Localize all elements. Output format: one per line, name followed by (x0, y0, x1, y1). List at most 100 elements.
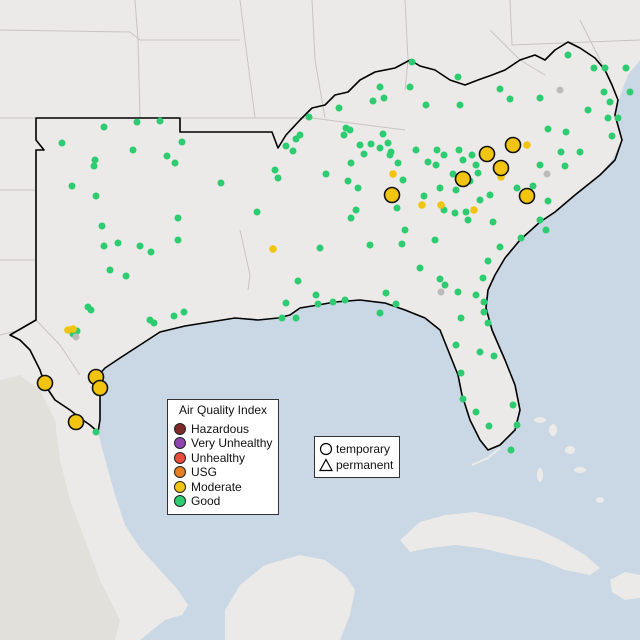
station-good[interactable] (401, 226, 409, 234)
station-good[interactable] (133, 118, 141, 126)
station-moderate-temporary[interactable] (36, 374, 54, 392)
station-good[interactable] (180, 308, 188, 316)
station-good[interactable] (147, 248, 155, 256)
station-good[interactable] (486, 191, 494, 199)
station-good[interactable] (274, 174, 282, 182)
station-good[interactable] (529, 182, 537, 190)
station-good[interactable] (476, 348, 484, 356)
station-good[interactable] (360, 150, 368, 158)
station-good[interactable] (341, 296, 349, 304)
station-good[interactable] (312, 291, 320, 299)
station-good[interactable] (399, 176, 407, 184)
station-moderate-temporary[interactable] (492, 159, 510, 177)
station-good[interactable] (420, 192, 428, 200)
station-good[interactable] (335, 104, 343, 112)
station-good[interactable] (536, 161, 544, 169)
station-good[interactable] (376, 83, 384, 91)
station-good[interactable] (122, 272, 130, 280)
station-good[interactable] (282, 299, 290, 307)
station-good[interactable] (217, 179, 225, 187)
station-moderate-temporary[interactable] (67, 413, 85, 431)
station-good[interactable] (452, 341, 460, 349)
station-good[interactable] (440, 151, 448, 159)
station-good[interactable] (416, 264, 424, 272)
station-good[interactable] (178, 138, 186, 146)
station-unknown[interactable] (72, 333, 80, 341)
station-good[interactable] (506, 95, 514, 103)
station-good[interactable] (174, 214, 182, 222)
station-good[interactable] (114, 239, 122, 247)
station-good[interactable] (146, 316, 154, 324)
station-good[interactable] (542, 226, 550, 234)
station-good[interactable] (156, 117, 164, 125)
station-moderate[interactable] (470, 206, 478, 214)
station-good[interactable] (608, 132, 616, 140)
station-moderate-temporary[interactable] (478, 145, 496, 163)
station-good[interactable] (606, 98, 614, 106)
station-good[interactable] (171, 159, 179, 167)
station-good[interactable] (163, 152, 171, 160)
station-good[interactable] (106, 266, 114, 274)
station-good[interactable] (342, 124, 350, 132)
station-good[interactable] (369, 97, 377, 105)
station-good[interactable] (376, 144, 384, 152)
station-good[interactable] (604, 114, 612, 122)
station-good[interactable] (329, 298, 337, 306)
station-good[interactable] (544, 197, 552, 205)
station-good[interactable] (90, 162, 98, 170)
station-good[interactable] (451, 209, 459, 217)
station-good[interactable] (367, 140, 375, 148)
station-good[interactable] (561, 162, 569, 170)
station-good[interactable] (340, 131, 348, 139)
station-good[interactable] (394, 159, 402, 167)
station-good[interactable] (347, 214, 355, 222)
station-good[interactable] (484, 257, 492, 265)
station-good[interactable] (384, 139, 392, 147)
station-good[interactable] (354, 184, 362, 192)
station-moderate-temporary[interactable] (383, 186, 401, 204)
station-good[interactable] (622, 64, 630, 72)
station-unknown[interactable] (543, 170, 551, 178)
station-good[interactable] (459, 395, 467, 403)
station-good[interactable] (289, 147, 297, 155)
station-good[interactable] (436, 275, 444, 283)
station-good[interactable] (474, 169, 482, 177)
station-moderate-temporary[interactable] (454, 170, 472, 188)
station-good[interactable] (92, 428, 100, 436)
station-good[interactable] (356, 141, 364, 149)
station-good[interactable] (455, 146, 463, 154)
station-good[interactable] (485, 422, 493, 430)
station-good[interactable] (509, 401, 517, 409)
station-good[interactable] (294, 277, 302, 285)
station-good[interactable] (68, 182, 76, 190)
station-moderate[interactable] (437, 201, 445, 209)
station-good[interactable] (87, 306, 95, 314)
station-good[interactable] (129, 146, 137, 154)
station-unknown[interactable] (437, 288, 445, 296)
station-good[interactable] (468, 151, 476, 159)
station-good[interactable] (278, 314, 286, 322)
station-good[interactable] (344, 177, 352, 185)
station-good[interactable] (454, 288, 462, 296)
station-good[interactable] (601, 64, 609, 72)
station-moderate-temporary[interactable] (91, 379, 109, 397)
station-good[interactable] (513, 184, 521, 192)
station-good[interactable] (305, 113, 313, 121)
station-good[interactable] (366, 241, 374, 249)
station-good[interactable] (600, 88, 608, 96)
station-good[interactable] (564, 51, 572, 59)
station-moderate-temporary[interactable] (504, 136, 522, 154)
station-good[interactable] (457, 369, 465, 377)
station-good[interactable] (436, 184, 444, 192)
station-good[interactable] (536, 216, 544, 224)
station-good[interactable] (271, 166, 279, 174)
station-good[interactable] (296, 131, 304, 139)
station-good[interactable] (386, 151, 394, 159)
station-good[interactable] (392, 300, 400, 308)
station-good[interactable] (432, 161, 440, 169)
station-good[interactable] (412, 146, 420, 154)
station-moderate[interactable] (523, 141, 531, 149)
station-good[interactable] (454, 73, 462, 81)
station-good[interactable] (452, 186, 460, 194)
